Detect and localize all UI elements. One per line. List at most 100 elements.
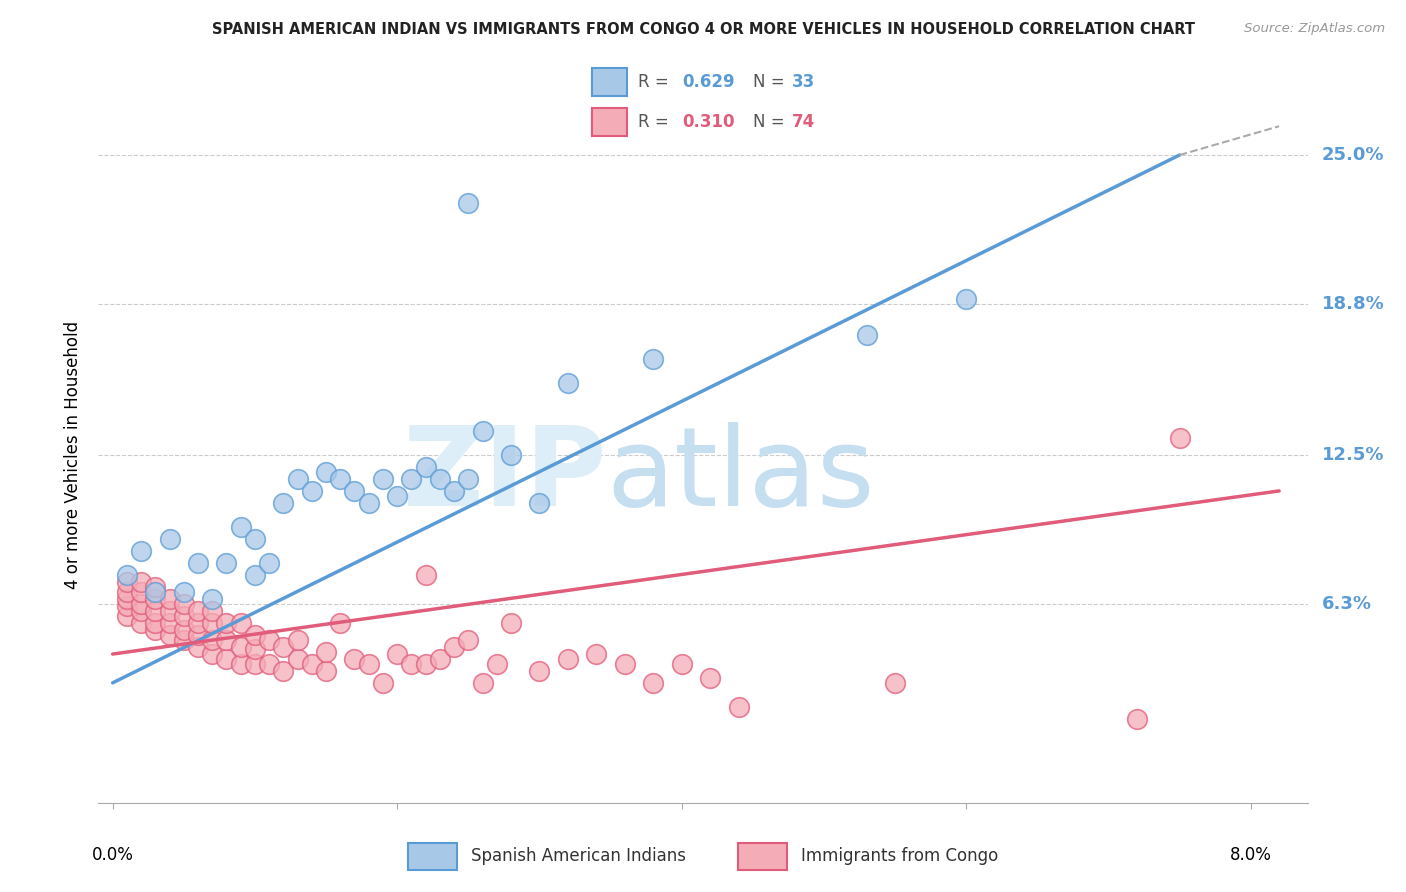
Text: R =: R =	[638, 73, 675, 91]
Text: 8.0%: 8.0%	[1230, 846, 1271, 864]
Point	[201, 615, 224, 630]
Point	[173, 597, 195, 611]
Point	[671, 657, 693, 671]
Point	[529, 496, 551, 510]
Point	[287, 472, 309, 486]
Point	[1168, 431, 1191, 445]
Point	[343, 652, 366, 666]
Point	[215, 632, 238, 647]
Text: 33: 33	[792, 73, 815, 91]
Point	[159, 615, 181, 630]
Point	[343, 483, 366, 498]
Point	[499, 615, 522, 630]
Point	[429, 652, 451, 666]
Point	[257, 632, 280, 647]
Text: N =: N =	[754, 73, 790, 91]
Point	[173, 584, 195, 599]
Point	[257, 657, 280, 671]
Point	[273, 664, 295, 678]
Point	[215, 556, 238, 570]
Text: 0.310: 0.310	[682, 113, 735, 131]
Point	[243, 628, 266, 642]
Point	[273, 496, 295, 510]
Point	[315, 645, 337, 659]
Point	[273, 640, 295, 654]
Point	[201, 604, 224, 618]
Point	[115, 584, 138, 599]
Point	[229, 640, 252, 654]
Bar	[408, 843, 457, 870]
Point	[643, 676, 665, 690]
Point	[329, 472, 352, 486]
Point	[315, 664, 337, 678]
Point	[357, 657, 380, 671]
Point	[371, 472, 394, 486]
Point	[429, 472, 451, 486]
Point	[129, 604, 152, 618]
Point	[557, 376, 579, 390]
Point	[287, 632, 309, 647]
Text: ZIP: ZIP	[404, 422, 606, 529]
Point	[385, 489, 408, 503]
Point	[159, 628, 181, 642]
Point	[173, 623, 195, 637]
Point	[143, 623, 166, 637]
Text: 18.8%: 18.8%	[1322, 294, 1385, 313]
Point	[159, 591, 181, 606]
Point	[115, 608, 138, 623]
Point	[115, 599, 138, 613]
Point	[115, 591, 138, 606]
Point	[415, 567, 437, 582]
Text: 74: 74	[792, 113, 815, 131]
Point	[229, 657, 252, 671]
Point	[457, 196, 479, 211]
Point	[143, 584, 166, 599]
Point	[143, 604, 166, 618]
Point	[129, 597, 152, 611]
Point	[699, 671, 721, 685]
Point	[143, 615, 166, 630]
Point	[129, 575, 152, 590]
Point	[415, 459, 437, 474]
Point	[229, 520, 252, 534]
Point	[287, 652, 309, 666]
Point	[129, 544, 152, 558]
Point	[257, 556, 280, 570]
Text: 0.629: 0.629	[682, 73, 735, 91]
Point	[855, 328, 877, 343]
Point	[243, 532, 266, 546]
Y-axis label: 4 or more Vehicles in Household: 4 or more Vehicles in Household	[65, 321, 83, 589]
Point	[1126, 712, 1149, 726]
Point	[129, 615, 152, 630]
Point	[471, 424, 494, 438]
Point	[727, 699, 749, 714]
Point	[415, 657, 437, 671]
Point	[457, 472, 479, 486]
Point	[499, 448, 522, 462]
Point	[159, 532, 181, 546]
Point	[201, 591, 224, 606]
Point	[585, 647, 607, 661]
Point	[243, 642, 266, 657]
Point	[529, 664, 551, 678]
Point	[201, 632, 224, 647]
Point	[173, 608, 195, 623]
Point	[201, 647, 224, 661]
Point	[457, 632, 479, 647]
Text: Immigrants from Congo: Immigrants from Congo	[801, 847, 998, 865]
Point	[613, 657, 636, 671]
Point	[401, 472, 423, 486]
Point	[955, 292, 977, 306]
Point	[187, 628, 209, 642]
Point	[115, 567, 138, 582]
Point	[187, 604, 209, 618]
Text: SPANISH AMERICAN INDIAN VS IMMIGRANTS FROM CONGO 4 OR MORE VEHICLES IN HOUSEHOLD: SPANISH AMERICAN INDIAN VS IMMIGRANTS FR…	[211, 22, 1195, 37]
Point	[143, 591, 166, 606]
Point	[301, 657, 323, 671]
Point	[329, 615, 352, 630]
Point	[557, 652, 579, 666]
Bar	[738, 843, 787, 870]
Point	[215, 615, 238, 630]
Point	[315, 465, 337, 479]
Point	[159, 604, 181, 618]
